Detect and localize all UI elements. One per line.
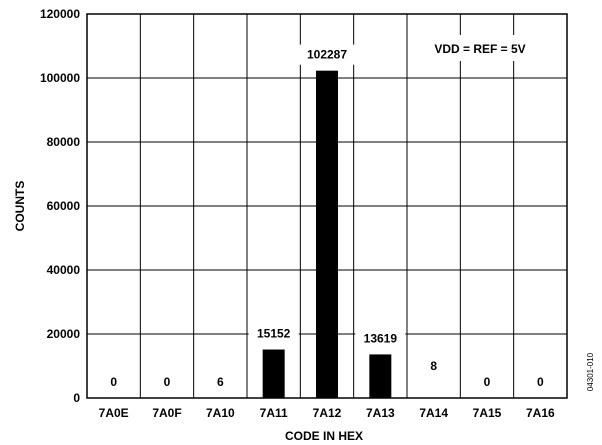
y-tick-label: 0 (73, 391, 80, 405)
x-axis-title: CODE IN HEX (285, 429, 363, 443)
y-tick-labels: 0 20000 40000 60000 80000 100000 120000 (40, 7, 80, 405)
data-label-7a14: 8 (430, 359, 437, 373)
y-tick-label: 80000 (47, 135, 81, 149)
plot-frame (86, 13, 568, 399)
data-label-bg (298, 44, 356, 65)
data-label-bg (248, 323, 299, 344)
x-tick-label: 7A0E (99, 406, 129, 420)
y-tick-label: 40000 (47, 263, 81, 277)
bar-7a11 (262, 349, 285, 398)
data-labels: 0 0 6 15152 102287 13619 8 0 0 (110, 44, 544, 389)
data-label-7a16: 0 (537, 375, 544, 389)
y-tick-label: 20000 (47, 327, 81, 341)
data-label-7a10: 6 (217, 375, 224, 389)
data-label-bg (355, 328, 406, 349)
x-tick-label: 7A12 (313, 406, 342, 420)
y-axis-title: COUNTS (13, 181, 27, 232)
annotation-text: VDD = REF = 5V (434, 42, 525, 56)
x-tick-label: 7A13 (366, 406, 395, 420)
data-label-7a13: 13619 (364, 331, 398, 345)
y-tick-label: 100000 (40, 71, 80, 85)
figure-id: 04301-010 (586, 352, 595, 391)
bars (209, 70, 445, 398)
y-tick-label: 120000 (40, 7, 80, 21)
x-tick-label: 7A16 (526, 406, 555, 420)
x-tick-label: 7A10 (206, 406, 235, 420)
data-label-7a0e: 0 (110, 375, 117, 389)
bar-7a12 (316, 70, 338, 398)
data-label-7a11: 15152 (257, 327, 291, 341)
x-tick-labels: 7A0E 7A0F 7A10 7A11 7A12 7A13 7A14 7A15 7A16 (99, 406, 555, 420)
bar-7a13 (369, 354, 392, 398)
x-tick-label: 7A14 (419, 406, 448, 420)
plot-border (86, 13, 568, 399)
x-tick-label: 7A15 (473, 406, 502, 420)
data-label-7a15: 0 (484, 375, 491, 389)
y-tick-label: 60000 (47, 199, 81, 213)
annotation-box (410, 35, 550, 61)
data-label-7a0f: 0 (164, 375, 171, 389)
x-tick-label: 7A11 (260, 406, 288, 420)
data-label-7a12: 102287 (307, 48, 347, 62)
x-tick-label: 7A0F (152, 406, 181, 420)
